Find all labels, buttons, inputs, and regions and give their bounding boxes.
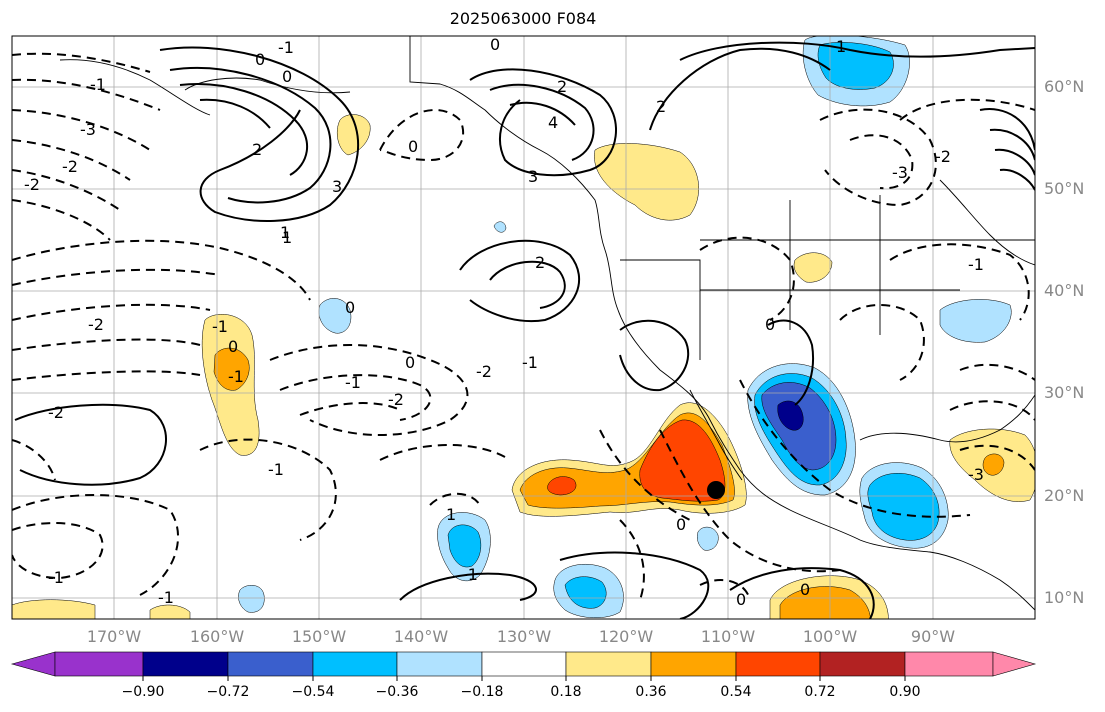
colorbar-tick-label: −0.90 [121,684,165,700]
contour-label: 2 [557,77,567,96]
shaded-anomaly-fields [12,36,1035,619]
lat-lon-grid [12,36,1035,619]
contour-label: 4 [548,113,558,132]
colorbar-segment [54,651,144,677]
lon-label: 110°W [700,627,756,646]
colorbar-segment [396,651,483,677]
contour-label: 2 [535,253,545,272]
contour-label: -1 [345,373,361,392]
colorbar-segment [481,651,567,677]
colorbar-segment [227,651,314,677]
contour-label: 3 [332,177,342,196]
colorbar-min-extend [10,651,56,677]
contour-label: -3 [968,465,984,484]
contour-label: -1 [158,588,174,607]
contour-label: 0 [676,515,686,534]
contour-label: -1 [968,255,984,274]
contour-label: -1 [48,568,64,587]
colorbar-segment [819,651,906,677]
colorbar-tick-label: −0.18 [460,684,504,700]
contour-label: -1 [228,367,244,386]
lon-label: 160°W [189,627,245,646]
colorbar-segment [904,651,994,677]
contour-label: -2 [388,390,404,409]
lat-label: 20°N [1044,486,1085,505]
colorbar-segment [650,651,737,677]
colorbar-tick-label: 0.72 [804,684,836,700]
contour-label: -1 [212,317,228,336]
contour-label: 3 [528,167,538,186]
colorbar-segment [735,651,821,677]
contour-label: -2 [935,147,951,166]
lon-label: 120°W [598,627,654,646]
colorbar-tick-label: −0.72 [206,684,250,700]
lat-label: 40°N [1044,281,1085,300]
colorbar-segment [142,651,229,677]
lon-label: 170°W [86,627,142,646]
map-plot-area: -2 -1 0 -3 -2 -1 0 2 4 3 -3 -2 0 -2 -1 0… [12,35,1035,619]
contour-label: -3 [892,163,908,182]
contour-label: 0 [405,353,415,372]
contour-label: 2 [656,97,666,116]
lon-label: 100°W [802,627,858,646]
coastlines [59,36,1035,611]
lat-label: 30°N [1044,383,1085,402]
contour-label: 1 [836,37,846,56]
contour-label: -2 [476,362,492,381]
contour-label: 0 [228,337,238,356]
contour-label: -2 [62,157,78,176]
contour-label: -2 [88,315,104,334]
lon-label: 90°W [910,627,956,646]
colorbar-tick-label: 0.36 [635,684,667,700]
contour-label: -1 [522,353,538,372]
colorbar-tick-label: 0.90 [889,684,921,700]
contour-label: -1 [278,38,294,57]
colorbar-tick-label: −0.54 [291,684,335,700]
colorbar [10,651,1037,681]
contour-label: -1 [268,460,284,479]
contour-label: 0 [490,35,500,54]
contour-label: -2 [24,175,40,194]
contour-label: 0 [282,67,292,86]
contour-label: 1 [282,228,292,247]
dashed-contours [12,52,1035,601]
map-frame [11,35,1036,620]
location-marker [707,481,725,499]
contour-label: 0 [408,137,418,156]
contour-label: 1 [446,505,456,524]
colorbar-segment [565,651,652,677]
contour-label: -3 [80,120,96,139]
colorbar-tick-label: 0.18 [550,684,582,700]
lon-label: 130°W [496,627,552,646]
colorbar-tick-label: 0.54 [720,684,752,700]
contour-label: -2 [48,403,64,422]
contour-label: 2 [252,140,262,159]
colorbar-max-extend [992,651,1037,677]
contour-label: 0 [345,298,355,317]
lon-label: 150°W [291,627,347,646]
contour-label: 0 [255,50,265,69]
contour-label: -1 [462,565,478,584]
lat-label: 50°N [1044,179,1085,198]
colorbar-tick-label: −0.36 [375,684,419,700]
contour-labels: -2 -1 0 -3 -2 -1 0 2 4 3 -3 -2 0 -2 -1 0… [24,35,984,609]
colorbar-segment [312,651,398,677]
lat-label: 60°N [1044,77,1085,96]
contour-label: 0 [800,580,810,599]
contour-label: 1 [280,223,290,242]
contour-label: -1 [90,75,106,94]
solid-contours [14,41,1035,619]
lon-label: 140°W [393,627,449,646]
contour-label: 0 [765,315,775,334]
map-title: 2025063000 F084 [449,9,597,28]
contour-label: 0 [736,590,746,609]
lat-label: 10°N [1044,588,1085,607]
